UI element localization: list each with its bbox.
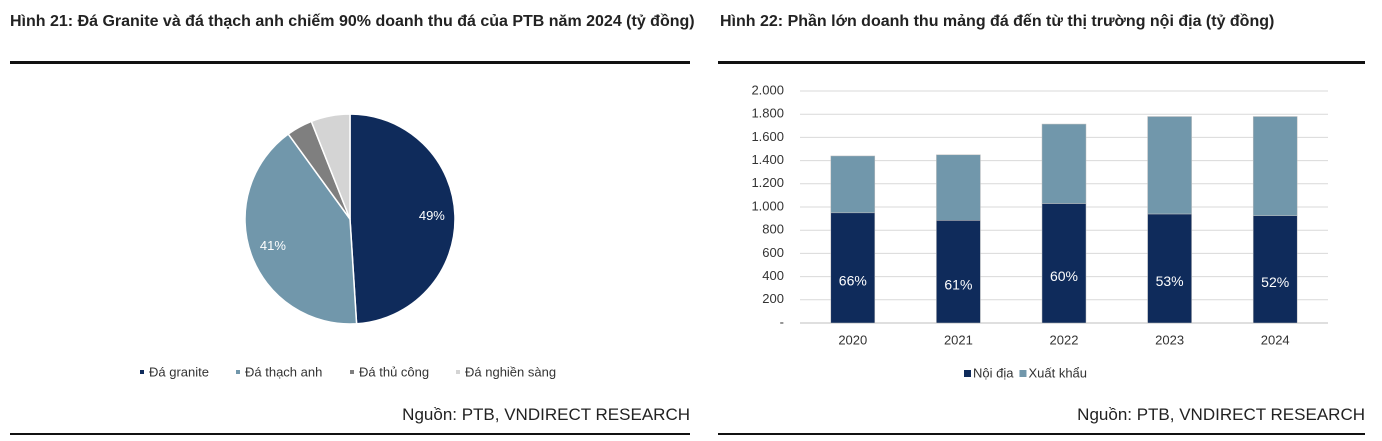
legend-label: Đá nghiền sàng xyxy=(465,364,556,379)
x-tick-label: 2021 xyxy=(944,332,973,347)
y-tick-label: 1.200 xyxy=(751,175,784,190)
data-label: 41% xyxy=(260,238,286,253)
data-label: 61% xyxy=(944,276,972,292)
data-label: 49% xyxy=(419,208,445,223)
chart-title: Hình 21: Đá Granite và đá thạch anh chiế… xyxy=(10,13,695,30)
source: Nguồn: PTB, VNDIRECT RESEARCH xyxy=(1077,405,1365,424)
legend-marker xyxy=(1019,370,1027,377)
bar-chart: - 200 400 600 800 1.000 1.200 1.400 1.600 1.800 2.… xyxy=(751,82,1328,380)
data-label: 60% xyxy=(1050,268,1078,284)
data-label: 53% xyxy=(1156,273,1184,289)
y-tick-label: 800 xyxy=(762,222,784,237)
legend-label: Đá thạch anh xyxy=(245,364,322,379)
legend-marker xyxy=(140,370,144,374)
x-tick-label: 2024 xyxy=(1261,332,1290,347)
y-tick-label: 1.400 xyxy=(751,152,784,167)
bar-segment xyxy=(1041,203,1087,324)
title-rule xyxy=(10,61,690,64)
title-rule xyxy=(718,61,1365,64)
y-tick-label: 1.600 xyxy=(751,129,784,144)
pie-slice xyxy=(310,113,351,220)
y-tick-label: 2.000 xyxy=(751,82,784,97)
y-tick-label: 1.800 xyxy=(751,106,784,121)
y-tick-label: 1.000 xyxy=(751,198,784,213)
bar-segment xyxy=(1041,123,1087,204)
x-tick-label: 2020 xyxy=(838,332,867,347)
y-tick-label: 600 xyxy=(762,245,784,260)
legend-label: Đá thủ công xyxy=(359,364,429,379)
bottom-rule xyxy=(10,433,690,435)
bar-segment xyxy=(830,212,876,324)
bar-segment xyxy=(1147,116,1192,215)
legend-marker xyxy=(964,370,971,377)
legend-marker xyxy=(236,370,240,374)
legend-label: Đá granite xyxy=(149,364,209,379)
data-label: 66% xyxy=(839,273,867,289)
bar-segment xyxy=(830,155,876,214)
bar-segment xyxy=(936,220,981,324)
bottom-rule xyxy=(718,433,1365,435)
bar-segment xyxy=(1252,215,1298,324)
y-tick-label: 200 xyxy=(762,291,784,306)
source: Nguồn: PTB, VNDIRECT RESEARCH xyxy=(402,405,690,424)
legend-label: Xuất khẩu xyxy=(1028,365,1087,380)
chart-title: Hình 22: Phần lớn doanh thu mảng đá đến … xyxy=(720,13,1275,30)
pie-slice xyxy=(244,133,358,325)
legend-marker xyxy=(456,370,460,374)
bar-segment xyxy=(936,154,981,221)
x-tick-label: 2023 xyxy=(1155,332,1184,347)
x-tick-label: 2022 xyxy=(1050,332,1079,347)
pie-slice xyxy=(349,113,456,325)
pie-chart: 49% 41% Đá granite Đá thạch anh Đá thủ công Đ… xyxy=(140,113,556,379)
data-label: 52% xyxy=(1261,274,1289,290)
y-tick-label: 400 xyxy=(762,268,784,283)
legend-label: Nội địa xyxy=(973,365,1014,380)
y-tick-label: - xyxy=(780,314,784,329)
bar-segment xyxy=(1252,116,1298,216)
legend-marker xyxy=(350,370,354,374)
bar-segment xyxy=(1147,213,1192,324)
